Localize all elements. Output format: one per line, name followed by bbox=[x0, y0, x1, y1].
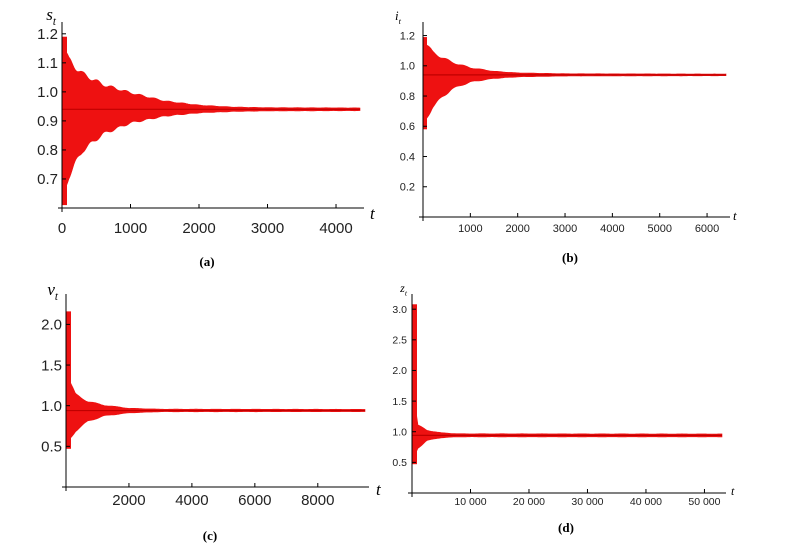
series-spike-b-0 bbox=[423, 37, 427, 130]
y-tick-label-d-2: 1.5 bbox=[392, 396, 407, 408]
y-tick-label-d-1: 1.0 bbox=[392, 426, 407, 438]
x-tick-label-b-2: 3000 bbox=[553, 223, 577, 235]
x-axis-title-a: t bbox=[370, 204, 376, 223]
y-tick-label-b-0: 0.2 bbox=[400, 182, 415, 194]
x-axis-title-c: t bbox=[376, 480, 382, 499]
y-tick-label-a-0: 0.7 bbox=[37, 171, 58, 188]
y-tick-label-a-4: 1.1 bbox=[37, 55, 58, 72]
x-tick-label-c-2: 6000 bbox=[238, 492, 271, 509]
y-tick-label-c-2: 1.5 bbox=[41, 357, 62, 374]
x-tick-label-b-4: 5000 bbox=[647, 223, 671, 235]
y-tick-label-b-1: 0.4 bbox=[400, 151, 415, 163]
y-tick-label-c-1: 1.0 bbox=[41, 398, 62, 415]
x-tick-label-c-3: 8000 bbox=[301, 492, 334, 509]
x-tick-label-a-0: 0 bbox=[58, 220, 66, 237]
x-tick-label-a-2: 2000 bbox=[182, 220, 215, 237]
series-band-b-0 bbox=[422, 41, 727, 124]
x-tick-label-b-1: 2000 bbox=[505, 223, 529, 235]
y-tick-label-a-2: 0.9 bbox=[37, 113, 58, 130]
y-axis-title-sub-b: t bbox=[399, 16, 402, 26]
panel-caption-d: (d) bbox=[558, 520, 574, 535]
y-tick-label-b-3: 0.8 bbox=[400, 91, 415, 103]
y-axis-title-sub-a: t bbox=[53, 16, 57, 28]
series-band-c-0 bbox=[65, 319, 366, 441]
chart-panel-d: 0.5 1.0 1.5 2.0 2.5 3.0 10 000 20 000 30 000 40 0… bbox=[392, 281, 735, 535]
series-band-a-0 bbox=[61, 46, 361, 196]
series-spike-c-0 bbox=[66, 311, 71, 449]
series-spike-d-0 bbox=[412, 304, 417, 465]
x-tick-label-b-5: 6000 bbox=[695, 223, 719, 235]
chart-panel-b: 0.2 0.4 0.6 0.8 1.0 1.2 1000 2000 3000 4000 5000 60… bbox=[395, 8, 737, 265]
y-tick-label-a-5: 1.2 bbox=[37, 26, 58, 43]
y-tick-label-d-4: 2.5 bbox=[392, 335, 407, 347]
y-tick-label-b-4: 1.0 bbox=[400, 61, 415, 73]
x-tick-label-c-1: 4000 bbox=[175, 492, 208, 509]
y-tick-label-b-2: 0.6 bbox=[400, 121, 415, 133]
y-tick-label-d-0: 0.5 bbox=[392, 457, 407, 469]
y-axis-title-c: vt bbox=[47, 280, 59, 303]
y-tick-label-d-3: 2.0 bbox=[392, 365, 407, 377]
x-tick-label-d-0: 10 000 bbox=[454, 496, 486, 508]
y-tick-label-c-3: 2.0 bbox=[41, 317, 62, 334]
x-tick-label-a-3: 3000 bbox=[251, 220, 284, 237]
panel-caption-c: (c) bbox=[203, 528, 217, 543]
x-tick-label-d-3: 40 000 bbox=[630, 496, 662, 508]
x-axis-title-b: t bbox=[733, 208, 737, 223]
y-tick-label-a-3: 1.0 bbox=[37, 84, 58, 101]
y-tick-label-c-0: 0.5 bbox=[41, 439, 62, 456]
y-axis-title-b: it bbox=[395, 8, 402, 26]
series-band-d-0 bbox=[411, 313, 723, 457]
x-tick-label-a-4: 4000 bbox=[319, 220, 352, 237]
x-tick-label-d-1: 20 000 bbox=[513, 496, 545, 508]
x-tick-label-d-4: 50 000 bbox=[688, 496, 720, 508]
x-tick-label-b-3: 4000 bbox=[600, 223, 624, 235]
y-axis-title-sub-d: t bbox=[405, 289, 408, 298]
y-axis-title-sub-c: t bbox=[55, 291, 59, 303]
panel-caption-b: (b) bbox=[562, 250, 578, 265]
x-tick-label-b-0: 1000 bbox=[458, 223, 482, 235]
y-tick-label-a-1: 0.8 bbox=[37, 142, 58, 159]
x-axis-title-d: t bbox=[731, 484, 735, 498]
chart-panel-a: 0.70.80.91.01.11.20 1000 2000 3000 4000tst(a… bbox=[37, 5, 376, 269]
y-tick-label-b-5: 1.2 bbox=[400, 30, 415, 42]
y-axis-title-a: st bbox=[46, 5, 57, 28]
x-tick-label-a-1: 1000 bbox=[114, 220, 147, 237]
y-tick-label-d-5: 3.0 bbox=[392, 304, 407, 316]
x-tick-label-d-2: 30 000 bbox=[571, 496, 603, 508]
panel-caption-a: (a) bbox=[199, 254, 214, 269]
x-tick-label-c-0: 2000 bbox=[112, 492, 145, 509]
y-axis-title-d: zt bbox=[399, 281, 408, 298]
